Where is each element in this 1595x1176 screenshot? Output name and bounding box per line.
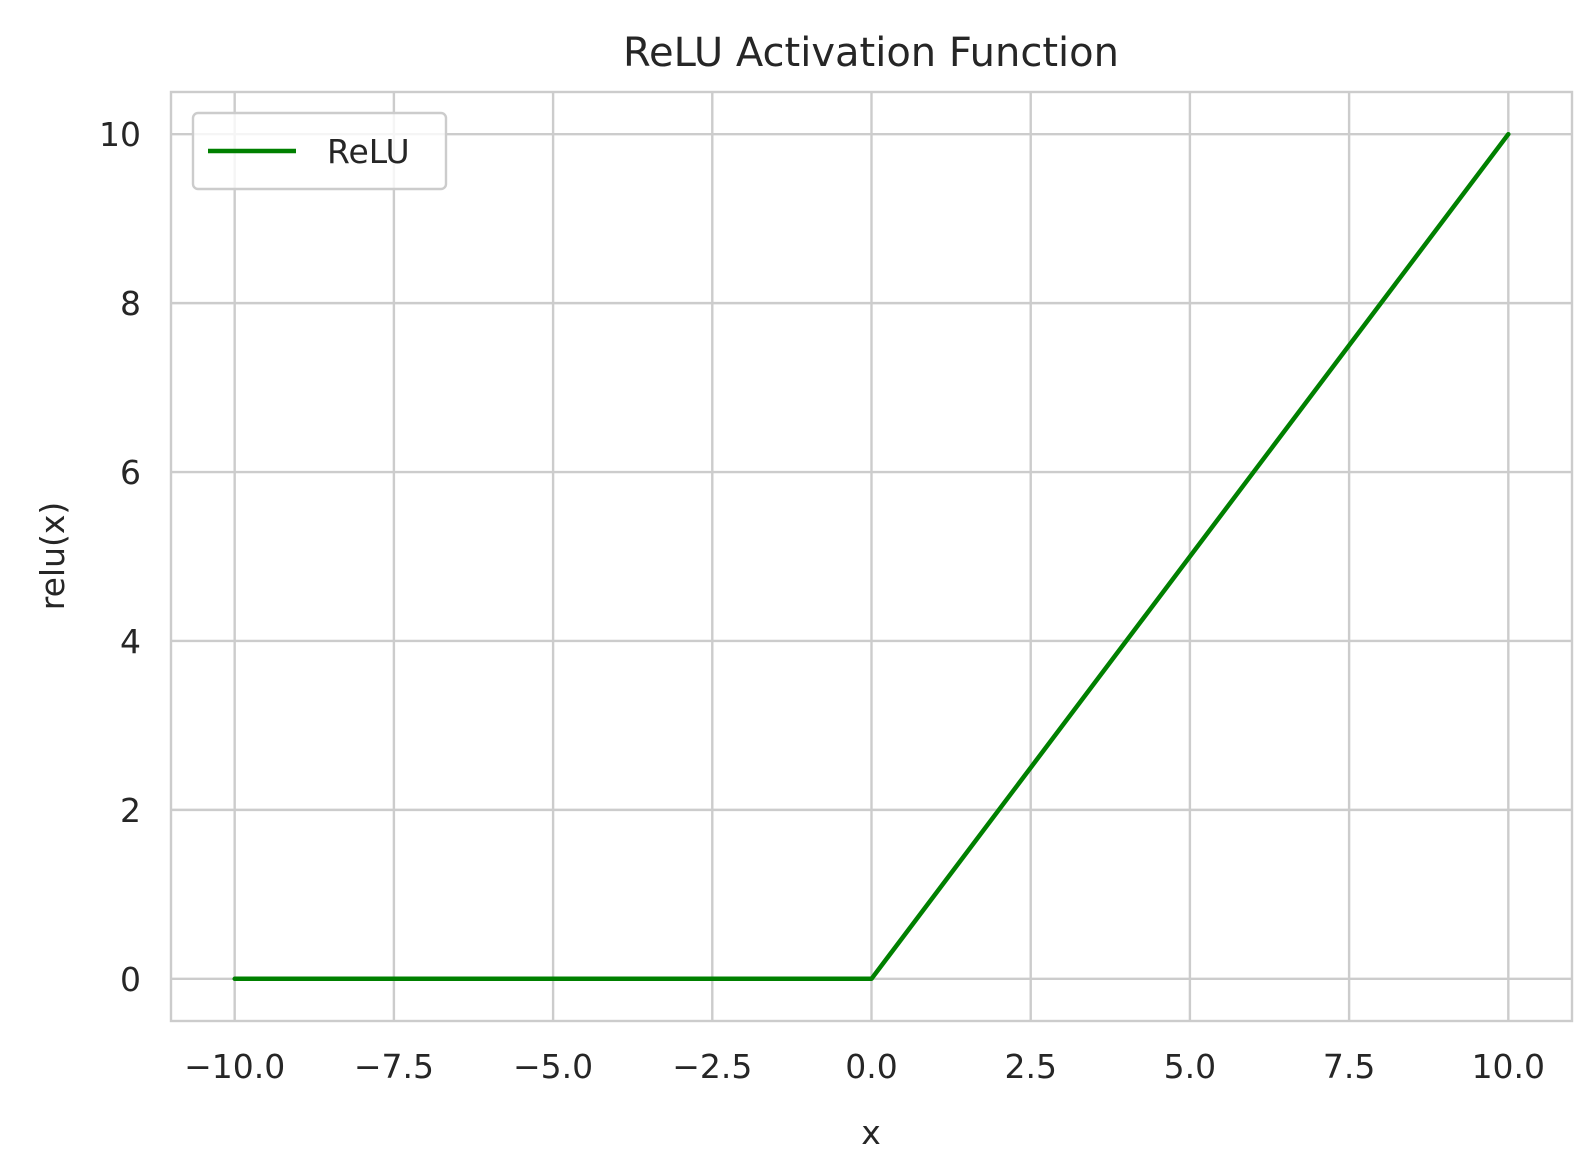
legend-box [191,111,448,191]
y-tick-label: 8 [120,284,141,323]
x-tick-label: 2.5 [1004,1047,1056,1086]
x-tick-label: −2.5 [672,1047,752,1086]
y-tick-label: 0 [120,960,141,999]
chart-title: ReLU Activation Function [623,30,1119,76]
x-tick-label: −10.0 [184,1047,285,1086]
series-line-relu [232,131,1511,982]
plot-frame [169,90,1574,1023]
x-axis-label: x [861,1113,881,1152]
x-tick-labels: −10.0 −7.5 −5.0 −2.5 0.0 2.5 5.0 7.5 10.0 [184,1047,1545,1086]
x-tick-label: 0.0 [845,1047,897,1086]
x-tick-label: −7.5 [354,1047,434,1086]
x-tick-label: −5.0 [513,1047,593,1086]
y-tick-label: 10 [99,115,141,154]
y-tick-labels: 0 2 4 6 8 10 [99,115,141,999]
y-axis-label: relu(x) [33,502,72,611]
x-tick-label: 7.5 [1323,1047,1375,1086]
y-tick-label: 2 [120,791,141,830]
y-tick-label: 6 [120,453,141,492]
legend-label-relu: ReLU [327,132,410,171]
x-tick-label: 5.0 [1164,1047,1216,1086]
series-layer [232,131,1511,982]
y-tick-label: 4 [120,622,141,661]
x-tick-label: 10.0 [1472,1047,1545,1086]
legend: ReLU [191,111,448,191]
